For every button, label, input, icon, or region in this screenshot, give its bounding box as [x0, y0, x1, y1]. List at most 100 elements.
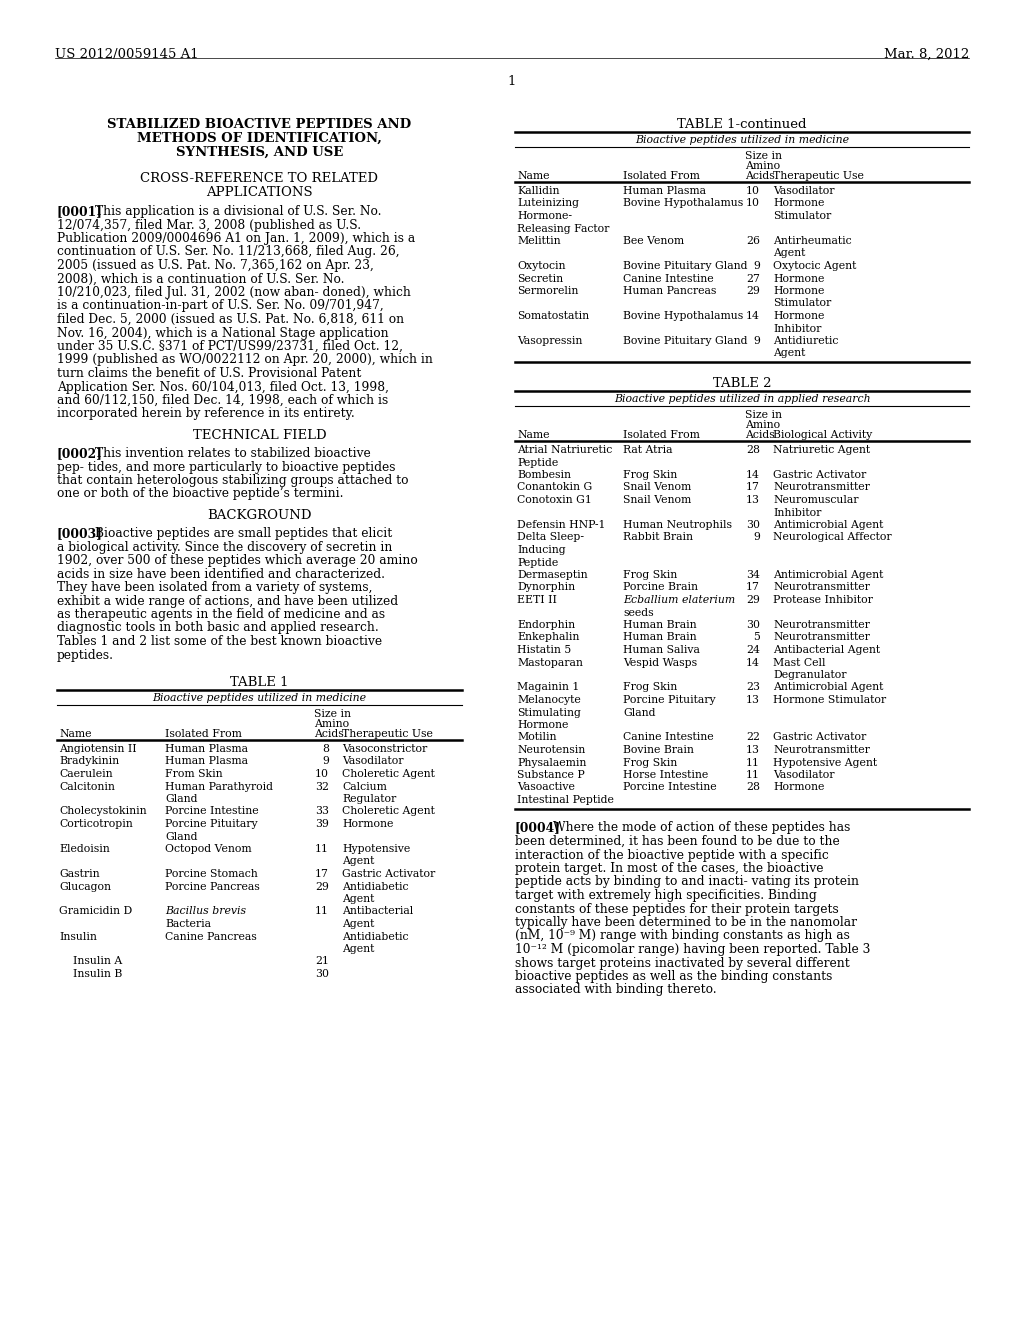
Text: 11: 11: [746, 758, 760, 767]
Text: Human Brain: Human Brain: [623, 620, 696, 630]
Text: bioactive peptides as well as the binding constants: bioactive peptides as well as the bindin…: [515, 970, 833, 983]
Text: Antimicrobial Agent: Antimicrobial Agent: [773, 570, 884, 579]
Text: TABLE 1: TABLE 1: [230, 676, 289, 689]
Text: Human Pancreas: Human Pancreas: [623, 286, 717, 296]
Text: 2008), which is a continuation of U.S. Ser. No.: 2008), which is a continuation of U.S. S…: [57, 272, 344, 285]
Text: [0003]: [0003]: [57, 527, 102, 540]
Text: Size in: Size in: [745, 150, 782, 161]
Text: Endorphin: Endorphin: [517, 620, 575, 630]
Text: 9: 9: [323, 756, 329, 767]
Text: Physalaemin: Physalaemin: [517, 758, 587, 767]
Text: Bovine Pituitary Gland: Bovine Pituitary Gland: [623, 261, 748, 271]
Text: Protease Inhibitor: Protease Inhibitor: [773, 595, 872, 605]
Text: Sermorelin: Sermorelin: [517, 286, 579, 296]
Text: 23: 23: [746, 682, 760, 693]
Text: Choleretic Agent: Choleretic Agent: [342, 770, 435, 779]
Text: Name: Name: [59, 729, 91, 739]
Text: Bioactive peptides utilized in applied research: Bioactive peptides utilized in applied r…: [613, 393, 870, 404]
Text: Stimulator: Stimulator: [773, 298, 831, 309]
Text: Vasodilator: Vasodilator: [342, 756, 403, 767]
Text: 34: 34: [746, 570, 760, 579]
Text: 11: 11: [746, 770, 760, 780]
Text: Porcine Pituitary: Porcine Pituitary: [623, 696, 716, 705]
Text: Human Neutrophils: Human Neutrophils: [623, 520, 732, 531]
Text: Bovine Hypothalamus: Bovine Hypothalamus: [623, 198, 743, 209]
Text: incorporated herein by reference in its entirety.: incorporated herein by reference in its …: [57, 408, 354, 421]
Text: Atrial Natriuretic: Atrial Natriuretic: [517, 445, 612, 455]
Text: Cholecystokinin: Cholecystokinin: [59, 807, 146, 817]
Text: Antirheumatic: Antirheumatic: [773, 236, 852, 246]
Text: Enkephalin: Enkephalin: [517, 632, 580, 643]
Text: Hormone: Hormone: [773, 198, 824, 209]
Text: 30: 30: [746, 520, 760, 531]
Text: Mast Cell: Mast Cell: [773, 657, 825, 668]
Text: Porcine Brain: Porcine Brain: [623, 582, 698, 593]
Text: TABLE 1-continued: TABLE 1-continued: [677, 117, 807, 131]
Text: This application is a divisional of U.S. Ser. No.: This application is a divisional of U.S.…: [95, 205, 382, 218]
Text: Neurotransmitter: Neurotransmitter: [773, 483, 869, 492]
Text: 13: 13: [746, 744, 760, 755]
Text: Corticotropin: Corticotropin: [59, 818, 133, 829]
Text: Bovine Pituitary Gland: Bovine Pituitary Gland: [623, 337, 748, 346]
Text: 17: 17: [315, 869, 329, 879]
Text: Where the mode of action of these peptides has: Where the mode of action of these peptid…: [553, 821, 850, 834]
Text: Porcine Intestine: Porcine Intestine: [165, 807, 259, 817]
Text: Human Parathyroid: Human Parathyroid: [165, 781, 273, 792]
Text: Hypotensive Agent: Hypotensive Agent: [773, 758, 878, 767]
Text: Neurotransmitter: Neurotransmitter: [773, 582, 869, 593]
Text: Antidiabetic: Antidiabetic: [342, 932, 409, 941]
Text: Dynorphin: Dynorphin: [517, 582, 575, 593]
Text: Histatin 5: Histatin 5: [517, 645, 571, 655]
Text: Neuromuscular: Neuromuscular: [773, 495, 858, 506]
Text: Neurotransmitter: Neurotransmitter: [773, 632, 869, 643]
Text: Gastrin: Gastrin: [59, 869, 99, 879]
Text: Gastric Activator: Gastric Activator: [773, 470, 866, 480]
Text: 30: 30: [315, 969, 329, 979]
Text: Magainin 1: Magainin 1: [517, 682, 580, 693]
Text: Hormone: Hormone: [773, 783, 824, 792]
Text: Somatostatin: Somatostatin: [517, 312, 589, 321]
Text: [0004]: [0004]: [515, 821, 561, 834]
Text: 13: 13: [746, 495, 760, 506]
Text: 14: 14: [746, 312, 760, 321]
Text: Caerulein: Caerulein: [59, 770, 113, 779]
Text: Acids: Acids: [314, 729, 344, 739]
Text: CROSS-REFERENCE TO RELATED: CROSS-REFERENCE TO RELATED: [140, 172, 379, 185]
Text: Rat Atria: Rat Atria: [623, 445, 673, 455]
Text: 10: 10: [746, 198, 760, 209]
Text: Inhibitor: Inhibitor: [773, 323, 821, 334]
Text: 28: 28: [746, 783, 760, 792]
Text: Bee Venom: Bee Venom: [623, 236, 684, 246]
Text: peptides.: peptides.: [57, 648, 114, 661]
Text: Stimulator: Stimulator: [773, 211, 831, 220]
Text: [0002]: [0002]: [57, 447, 102, 459]
Text: and 60/112,150, filed Dec. 14, 1998, each of which is: and 60/112,150, filed Dec. 14, 1998, eac…: [57, 393, 388, 407]
Text: constants of these peptides for their protein targets: constants of these peptides for their pr…: [515, 903, 839, 916]
Text: APPLICATIONS: APPLICATIONS: [206, 186, 312, 199]
Text: Eledoisin: Eledoisin: [59, 843, 110, 854]
Text: is a continuation-in-part of U.S. Ser. No. 09/701,947,: is a continuation-in-part of U.S. Ser. N…: [57, 300, 384, 313]
Text: Bovine Hypothalamus: Bovine Hypothalamus: [623, 312, 743, 321]
Text: under 35 U.S.C. §371 of PCT/US99/23731, filed Oct. 12,: under 35 U.S.C. §371 of PCT/US99/23731, …: [57, 341, 403, 352]
Text: Canine Intestine: Canine Intestine: [623, 733, 714, 742]
Text: Octopod Venom: Octopod Venom: [165, 843, 252, 854]
Text: Isolated From: Isolated From: [165, 729, 242, 739]
Text: been determined, it has been found to be due to the: been determined, it has been found to be…: [515, 836, 840, 847]
Text: From Skin: From Skin: [165, 770, 222, 779]
Text: Inhibitor: Inhibitor: [773, 507, 821, 517]
Text: 11: 11: [315, 843, 329, 854]
Text: 9: 9: [753, 261, 760, 271]
Text: 10: 10: [315, 770, 329, 779]
Text: Hormone: Hormone: [773, 273, 824, 284]
Text: Hormone: Hormone: [773, 286, 824, 296]
Text: one or both of the bioactive peptide’s termini.: one or both of the bioactive peptide’s t…: [57, 487, 343, 500]
Text: Antibacterial Agent: Antibacterial Agent: [773, 645, 880, 655]
Text: This invention relates to stabilized bioactive: This invention relates to stabilized bio…: [95, 447, 371, 459]
Text: Frog Skin: Frog Skin: [623, 470, 677, 480]
Text: Canine Intestine: Canine Intestine: [623, 273, 714, 284]
Text: Nov. 16, 2004), which is a National Stage application: Nov. 16, 2004), which is a National Stag…: [57, 326, 389, 339]
Text: Name: Name: [517, 172, 550, 181]
Text: Intestinal Peptide: Intestinal Peptide: [517, 795, 613, 805]
Text: Hormone: Hormone: [342, 818, 393, 829]
Text: TABLE 2: TABLE 2: [713, 378, 771, 389]
